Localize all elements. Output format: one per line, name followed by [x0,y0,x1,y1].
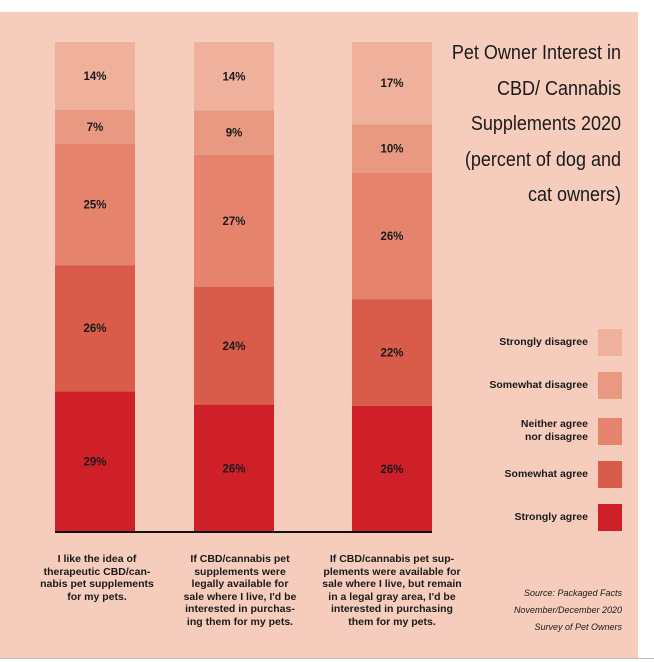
bar-segment [194,404,274,532]
legend-label: Somewhat disagree [438,379,588,392]
legend-swatch [598,372,622,399]
bar-value-label: 14% [83,71,106,83]
bar-segment [352,124,432,173]
legend-label: Neither agree nor disagree [438,418,588,444]
category-label: I like the idea of therapeutic CBD/can-na… [17,553,177,603]
bar-value-label: 25% [83,200,106,212]
category-label-line: interested in purchasing [331,603,453,615]
category-label-line: supplements were [194,565,286,578]
legend-swatch [598,504,622,531]
category-label-line: nabis pet supplements [40,578,154,590]
legend-label: Somewhat agree [438,468,588,481]
bar-segment [55,42,135,110]
bar-value-label: 7% [87,122,104,134]
bar-segment [55,391,135,532]
bar-value-label: 14% [222,71,245,83]
bar-segment [352,172,432,300]
legend-label: Strongly agree [438,511,588,524]
legend-label-line: Strongly agree [514,510,588,523]
category-label-line: legally available for [191,578,289,590]
category-label-line: in a legal gray area, I'd be [328,590,456,603]
category-label-line: I like the idea of [57,553,137,565]
category-label-line: interested in purchas- [185,603,295,615]
bar-value-label: 27% [222,216,245,228]
bottom-rule [0,658,654,659]
category-label-line: ing them for my pets. [186,615,294,628]
bar-segment [352,299,432,406]
category-label-line: plements were available for [323,565,461,578]
legend-label: Strongly disagree [438,336,588,349]
bar-segment [194,154,274,287]
legend-swatch [598,461,622,488]
bar-segment [194,110,274,155]
legend-label-line: nor disagree [524,431,588,443]
bar-value-label: 26% [380,231,403,243]
bar-value-label: 22% [380,347,403,359]
category-label-line: If CBD/cannabis pet sup- [329,553,455,565]
legend-label-line: Somewhat disagree [489,378,588,391]
bar-value-label: 29% [83,457,106,469]
bar-value-label: 10% [380,144,403,156]
chart-title: Pet Owner Interest in CBD/ Cannabis Supp… [451,42,621,206]
bar-value-label: 26% [222,463,245,475]
legend-swatch [598,329,622,356]
bar-segment [352,42,432,125]
category-label: If CBD/cannabis pet sup-plements were av… [305,553,480,628]
bar-value-label: 24% [222,341,245,353]
bar-segment [352,405,432,532]
bar-segment [194,287,274,405]
source-line: Source: Packaged Facts [523,588,622,598]
category-label-line: If CBD/cannabis pet [190,553,290,565]
category-label-line: sale where I live, I'd be [183,590,297,603]
bar-segment [55,265,135,392]
category-label-line: sale where I live, but remain [322,578,462,590]
bar-value-label: 9% [226,128,243,140]
bars-group: 29% 26% 25% 7% 14% 26% 24% 27% 9% 14% 26% 22% 26% 10%… [55,42,432,532]
category-label-line: them for my pets. [348,615,436,628]
legend-swatch [598,418,622,445]
source-line: Survey of Pet Owners [534,622,622,632]
source-note: Source: Packaged Facts November/December… [452,585,622,636]
bar-value-label: 26% [83,323,106,335]
category-label-line: therapeutic CBD/can- [43,565,151,578]
source-line: November/December 2020 [513,605,622,615]
legend-label-line: Strongly disagree [499,335,588,348]
bar-segment [55,143,135,266]
bar-value-label: 26% [380,464,403,476]
legend-label-line: Somewhat agree [504,467,588,480]
legend-label-line: Neither agree [520,418,588,430]
bar-segment [194,42,274,111]
bar-segment [55,109,135,144]
category-label-line: for my pets. [67,590,127,603]
bar-value-label: 17% [380,78,403,90]
category-label: If CBD/cannabis pet supplements were legal… [160,553,320,628]
